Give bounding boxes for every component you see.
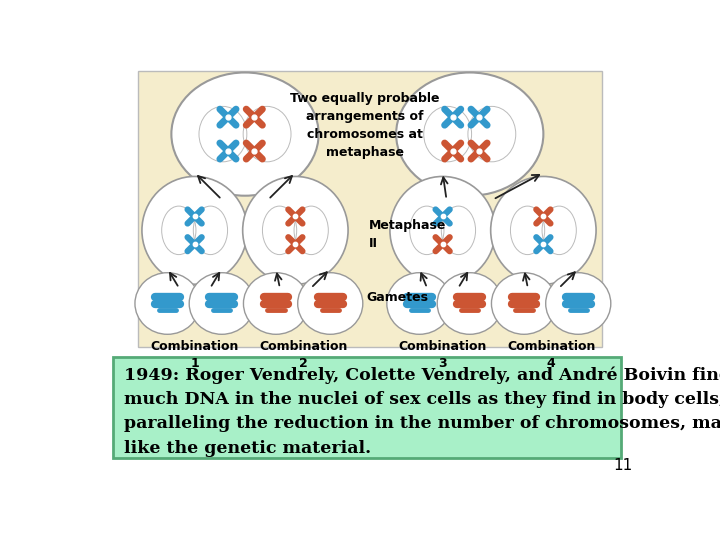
Ellipse shape — [490, 177, 596, 284]
Text: Gametes: Gametes — [366, 291, 428, 304]
FancyBboxPatch shape — [138, 71, 601, 347]
Text: Combination
1: Combination 1 — [150, 340, 239, 370]
Ellipse shape — [243, 177, 348, 284]
Text: Combination
4: Combination 4 — [507, 340, 595, 370]
Text: Combination
2: Combination 2 — [259, 340, 347, 370]
Text: Metaphase
II: Metaphase II — [369, 219, 446, 250]
Text: 1949: Roger Vendrely, Colette Vendrely, and André Boivin find half as
much DNA i: 1949: Roger Vendrely, Colette Vendrely, … — [124, 367, 720, 457]
Ellipse shape — [492, 273, 557, 334]
Ellipse shape — [396, 72, 544, 195]
Ellipse shape — [189, 273, 254, 334]
Text: Two equally probable
arrangements of
chromosomes at
metaphase: Two equally probable arrangements of chr… — [290, 92, 440, 159]
Text: Combination
3: Combination 3 — [398, 340, 487, 370]
Ellipse shape — [387, 273, 452, 334]
Ellipse shape — [171, 72, 319, 195]
Ellipse shape — [390, 177, 495, 284]
Ellipse shape — [243, 273, 309, 334]
Ellipse shape — [546, 273, 611, 334]
Ellipse shape — [437, 273, 503, 334]
FancyBboxPatch shape — [113, 357, 621, 457]
Ellipse shape — [135, 273, 200, 334]
Ellipse shape — [142, 177, 248, 284]
Ellipse shape — [297, 273, 363, 334]
Text: 11: 11 — [613, 458, 632, 473]
